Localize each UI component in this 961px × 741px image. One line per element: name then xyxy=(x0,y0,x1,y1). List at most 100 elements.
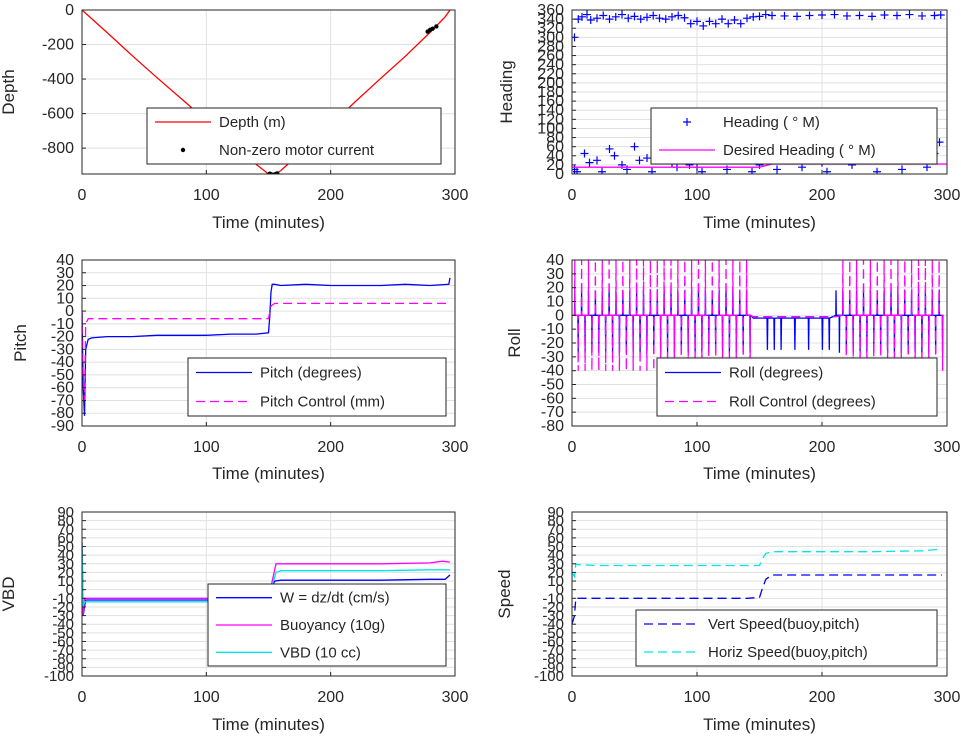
legend-box xyxy=(650,107,938,165)
y-tick-label: -60 xyxy=(541,390,564,407)
data-point xyxy=(736,19,745,28)
series-layer xyxy=(572,260,944,371)
y-tick-label: -100 xyxy=(44,668,74,685)
legend-swatch xyxy=(683,118,691,126)
data-point xyxy=(611,12,620,21)
y-tick-label: 10 xyxy=(57,573,74,590)
y-tick-label: 200 xyxy=(537,75,564,92)
y-tick-label: 30 xyxy=(547,556,564,573)
data-point xyxy=(578,12,586,21)
x-tick-label: 0 xyxy=(78,689,87,706)
data-point xyxy=(724,19,733,28)
data-point xyxy=(773,165,781,174)
y-tick-label: -20 xyxy=(542,599,564,616)
axes-frame xyxy=(81,9,456,175)
y-tick-label: 40 xyxy=(547,547,564,564)
y-tick-label: 120 xyxy=(537,111,564,128)
data-point xyxy=(748,167,756,174)
data-point xyxy=(699,21,708,30)
y-tick-label: -30 xyxy=(52,608,74,625)
y-tick-label: -40 xyxy=(542,616,564,633)
legend-entry: VBD (10 cc) xyxy=(280,644,361,661)
data-point xyxy=(643,154,651,163)
y-tick-label: -20 xyxy=(541,335,564,352)
y-tick-label: 280 xyxy=(537,38,564,55)
y-tick-label: -600 xyxy=(42,106,74,123)
x-tick-label: 200 xyxy=(809,187,836,204)
y-tick-label: 60 xyxy=(57,530,74,547)
data-point xyxy=(430,26,435,31)
data-point xyxy=(593,14,601,23)
legend: Pitch (degrees) Pitch Control (mm) xyxy=(187,357,447,417)
y-axis-label: Roll xyxy=(505,328,524,357)
x-axis-label: Time (minutes) xyxy=(212,464,325,483)
data-point xyxy=(599,11,608,20)
data-point xyxy=(843,11,851,20)
x-tick-label: 0 xyxy=(568,689,577,706)
data-point xyxy=(655,14,664,23)
y-tick-label: -80 xyxy=(542,651,564,668)
y-tick-label: 260 xyxy=(537,48,564,65)
data-point xyxy=(761,10,770,19)
y-tick-label: -70 xyxy=(542,642,564,659)
data-point xyxy=(610,151,619,160)
series-layer xyxy=(572,548,943,625)
x-tick-label: 0 xyxy=(78,439,87,456)
data-point xyxy=(674,11,683,20)
y-tick-label: -60 xyxy=(51,380,74,397)
y-tick-label: 50 xyxy=(547,539,564,556)
y-tick-label: 20 xyxy=(547,564,564,581)
y-tick-label: 40 xyxy=(546,148,564,165)
y-tick-label: -90 xyxy=(51,418,74,435)
x-tick-label: 300 xyxy=(934,689,961,706)
y-tick-label: 340 xyxy=(537,11,564,28)
y-tick-label: -10 xyxy=(542,590,564,607)
data-point xyxy=(275,171,280,174)
y-tick-label: 80 xyxy=(57,513,74,530)
data-point xyxy=(918,11,926,20)
x-tick-label: 0 xyxy=(568,439,577,456)
y-axis-label: Depth xyxy=(0,69,18,114)
data-point xyxy=(649,11,658,20)
y-tick-label: -70 xyxy=(51,392,74,409)
series-line xyxy=(572,548,943,579)
data-point xyxy=(636,15,645,24)
y-tick-label: -40 xyxy=(52,616,74,633)
data-point xyxy=(711,19,720,28)
y-tick-label: 10 xyxy=(546,294,564,311)
y-tick-label: -50 xyxy=(51,367,74,384)
data-point xyxy=(580,149,589,158)
y-tick-label: -80 xyxy=(52,651,74,668)
x-tick-label: 200 xyxy=(317,187,344,204)
data-point xyxy=(598,167,606,174)
x-tick-label: 200 xyxy=(809,439,836,456)
legend-entry: W = dz/dt (cm/s) xyxy=(280,590,390,607)
legend-box xyxy=(187,357,447,417)
series-layer xyxy=(82,10,451,174)
y-tick-label: -30 xyxy=(541,349,564,366)
y-tick-label: -60 xyxy=(52,633,74,650)
legend-entry: Roll Control (degrees) xyxy=(729,394,876,411)
data-point xyxy=(618,10,626,19)
x-tick-label: 0 xyxy=(78,187,87,204)
data-point xyxy=(573,167,581,174)
y-tick-label: 70 xyxy=(57,521,74,538)
legend: Roll (degrees) Roll Control (degrees) xyxy=(656,357,938,417)
data-point xyxy=(905,10,914,19)
data-point xyxy=(630,12,639,21)
legend-entry: Buoyancy (10g) xyxy=(280,617,385,634)
data-point xyxy=(630,142,639,151)
y-tick-label: 80 xyxy=(546,130,564,147)
legend-entry: Desired Heading ( ° M) xyxy=(723,142,876,159)
y-tick-label: -80 xyxy=(51,405,74,422)
y-tick-label: 10 xyxy=(56,290,74,307)
data-point xyxy=(668,12,676,21)
y-tick-label: -90 xyxy=(52,659,74,676)
y-tick-label: -10 xyxy=(541,321,564,338)
legend: Heading ( ° M) Desired Heading ( ° M) xyxy=(650,107,938,165)
y-tick-label: -80 xyxy=(541,418,564,435)
y-tick-label: 160 xyxy=(537,93,564,110)
x-tick-label: 100 xyxy=(193,439,220,456)
